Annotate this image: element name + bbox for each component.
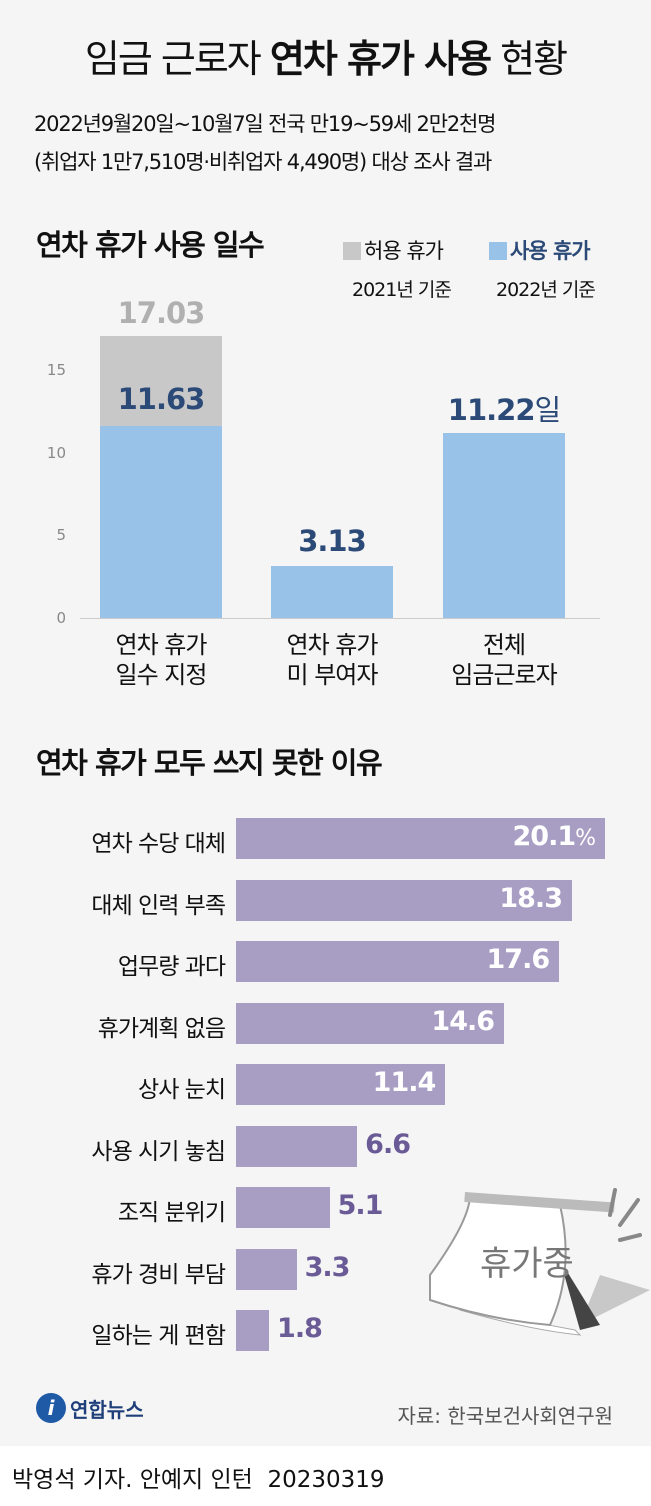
reason-label: 대체 인력 부족 <box>91 892 226 919</box>
source-text: 자료: 한국보건사회연구원 <box>397 1404 614 1428</box>
chart1-title: 연차 휴가 사용 일수 <box>36 228 265 262</box>
data-label-used: 3.13 <box>298 524 367 559</box>
data-label-used: 11.63 <box>117 381 206 416</box>
y-tick-label: 15 <box>46 361 66 380</box>
reason-bar <box>236 1125 358 1167</box>
reason-value: 1.8 <box>277 1313 323 1344</box>
y-tick-label: 10 <box>46 443 66 462</box>
reason-bar <box>236 941 560 982</box>
legend-allowed-note: 2021년 기준 <box>352 279 452 301</box>
reason-value: 17.6 <box>486 944 551 975</box>
reason-value: 18.3 <box>499 882 563 914</box>
reason-label: 사용 시기 놓침 <box>91 1138 226 1165</box>
page-title: 임금 근로자 연차 휴가 사용 현황 <box>84 37 568 81</box>
chart2-title: 연차 휴가 모두 쓰지 못한 이유 <box>36 746 383 780</box>
legend-used-note: 2022년 기준 <box>496 279 596 301</box>
vacation-calendar-illustration: 휴가중 <box>429 1188 650 1336</box>
data-label-used: 11.22일 <box>447 392 561 427</box>
calendar-text: 휴가중 <box>480 1244 574 1284</box>
x-axis-line <box>80 618 600 619</box>
y-tick-label: 5 <box>56 526 66 545</box>
reason-value: 3.3 <box>304 1251 351 1283</box>
reason-label: 상사 눈치 <box>138 1077 226 1103</box>
bar-used <box>443 432 565 618</box>
reason-label: 연차 수당 대체 <box>91 831 226 857</box>
y-tick-label: 0 <box>56 609 66 627</box>
bar-used <box>271 566 393 618</box>
reason-value: 6.6 <box>365 1128 411 1160</box>
credit: 박영석 기자. 안예지 인턴 20230319 <box>12 1467 385 1493</box>
reason-bar <box>236 1310 270 1351</box>
reason-bar <box>236 1002 505 1044</box>
yonhap-logo-icon: i <box>36 1393 66 1423</box>
reason-value: 11.4 <box>372 1067 437 1098</box>
category-label: 연차 휴가 미 부여자 <box>286 631 379 689</box>
category-label: 전체 임금근로자 <box>451 631 557 689</box>
reason-label: 휴가계획 없음 <box>97 1015 226 1042</box>
reason-label: 휴가 경비 부담 <box>91 1261 226 1288</box>
reason-bar <box>236 1064 446 1105</box>
reason-label: 업무량 과다 <box>117 954 226 980</box>
reason-label: 조직 분위기 <box>117 1200 226 1226</box>
legend-allowed: 허용 휴가 <box>343 235 444 265</box>
reason-bar <box>236 879 572 921</box>
reason-bar <box>236 818 606 859</box>
reason-label: 일하는 게 편함 <box>91 1323 226 1349</box>
yonhap-logo: i 연합뉴스 <box>36 1393 144 1423</box>
legend-swatch-used <box>489 242 507 260</box>
legend-used: 사용 휴가 <box>489 235 591 265</box>
category-label: 연차 휴가 일수 지정 <box>115 631 208 689</box>
reason-value: 5.1 <box>337 1190 384 1221</box>
legend-swatch-allowed <box>343 242 361 260</box>
subtitle-line-2: (취업자 1만7,510명·비취업자 4,490명) 대상 조사 결과 <box>34 150 492 174</box>
reason-bar <box>236 1248 297 1290</box>
bar-used <box>100 425 222 618</box>
reason-value: 14.6 <box>431 1005 495 1037</box>
reason-value: 20.1% <box>512 821 597 852</box>
subtitle-line-1: 2022년9월20일~10월7일 전국 만19~59세 2만2천명 <box>34 112 496 136</box>
reason-bar <box>236 1187 330 1228</box>
data-label-allowed: 17.03 <box>117 296 206 331</box>
